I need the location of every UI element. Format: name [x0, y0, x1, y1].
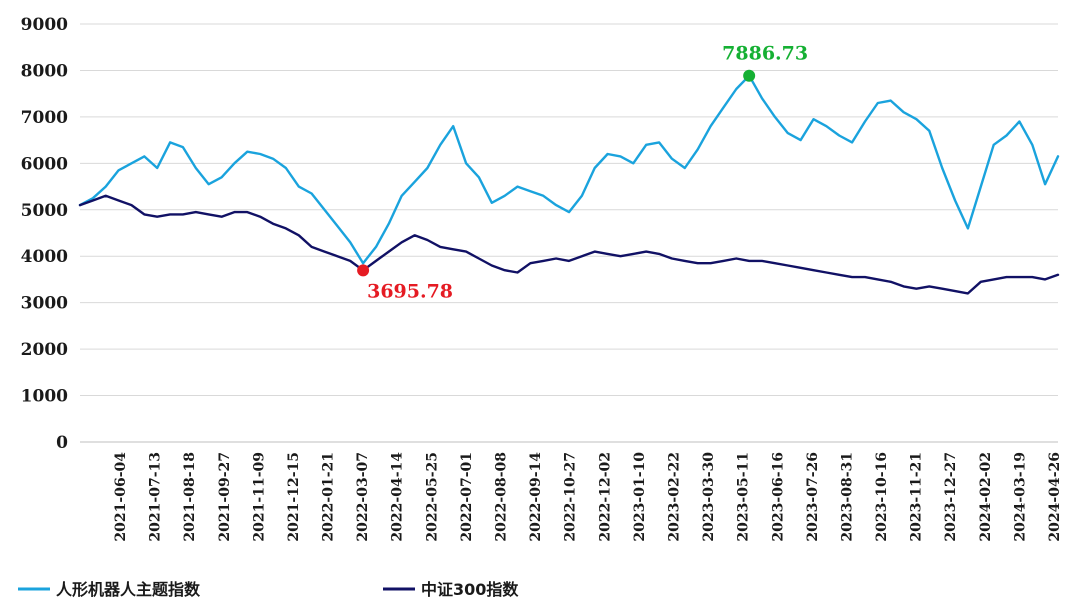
series-line-csi300	[78, 194, 1060, 295]
x-tick-label: 2023-06-16	[770, 452, 786, 542]
x-tick-label: 2022-12-02	[597, 452, 613, 542]
x-tick-label: 2023-12-27	[943, 452, 959, 542]
x-tick-label: 2022-10-27	[563, 452, 579, 542]
grid-lines	[80, 23, 1058, 443]
x-tick-label: 2022-01-21	[321, 452, 337, 542]
series-lines	[78, 74, 1060, 295]
x-tick-label: 2023-02-22	[666, 452, 682, 542]
x-tick-label: 2024-02-02	[978, 452, 994, 542]
y-tick-label: 2000	[21, 340, 68, 360]
y-tick-label: 7000	[21, 108, 68, 128]
peak-label: 7886.73	[722, 43, 808, 65]
x-tick-label: 2022-04-14	[390, 452, 406, 542]
x-tick-label: 2023-01-10	[632, 452, 648, 542]
legend: 人形机器人主题指数 中证300指数	[18, 580, 519, 599]
x-tick-label: 2023-10-16	[874, 452, 890, 542]
x-tick-label: 2024-04-26	[1047, 452, 1063, 542]
x-tick-label: 2023-03-30	[701, 452, 717, 542]
x-tick-label: 2022-05-25	[424, 452, 440, 542]
y-tick-label: 9000	[21, 15, 68, 35]
y-tick-label: 6000	[21, 154, 68, 174]
y-tick-label: 5000	[21, 201, 68, 221]
x-tick-label: 2021-09-27	[217, 452, 233, 542]
peak-marker	[743, 69, 756, 82]
x-tick-label: 2023-07-26	[805, 452, 821, 542]
x-tick-label: 2022-07-01	[459, 452, 475, 542]
x-tick-label: 2021-06-04	[113, 452, 129, 542]
trough-marker	[357, 264, 370, 277]
x-tick-label: 2021-11-09	[251, 452, 267, 542]
x-tick-label: 2021-12-15	[286, 452, 302, 542]
legend-label-series1: 人形机器人主题指数	[56, 580, 201, 599]
x-tick-label: 2022-09-14	[528, 452, 544, 542]
x-tick-label: 2023-08-31	[839, 452, 855, 542]
x-tick-label: 2022-08-08	[494, 452, 510, 542]
x-tick-label: 2024-03-19	[1012, 452, 1028, 542]
x-tick-label: 2023-05-11	[736, 452, 752, 542]
legend-label-series2: 中证300指数	[421, 580, 519, 599]
y-tick-label: 3000	[21, 294, 68, 314]
annotations: 7886.73 3695.78	[357, 43, 808, 302]
y-tick-label: 0	[56, 433, 68, 453]
x-tick-label: 2021-08-18	[182, 452, 198, 542]
x-tick-label: 2022-03-07	[355, 452, 371, 542]
x-axis-ticks: 2021-06-04 2021-07-13 2021-08-18 2021-09-27…	[113, 452, 1063, 542]
x-tick-label: 2021-07-13	[148, 452, 164, 542]
y-tick-label: 8000	[21, 61, 68, 81]
y-tick-label: 1000	[21, 387, 68, 407]
y-tick-label: 4000	[21, 247, 68, 267]
trough-label: 3695.78	[367, 280, 453, 302]
series-line-robot-index	[78, 74, 1060, 265]
x-tick-label: 2023-11-21	[909, 452, 925, 542]
y-axis-ticks: 0 1000 2000 3000 4000 5000 6000 7000 8000 9000	[21, 15, 68, 453]
